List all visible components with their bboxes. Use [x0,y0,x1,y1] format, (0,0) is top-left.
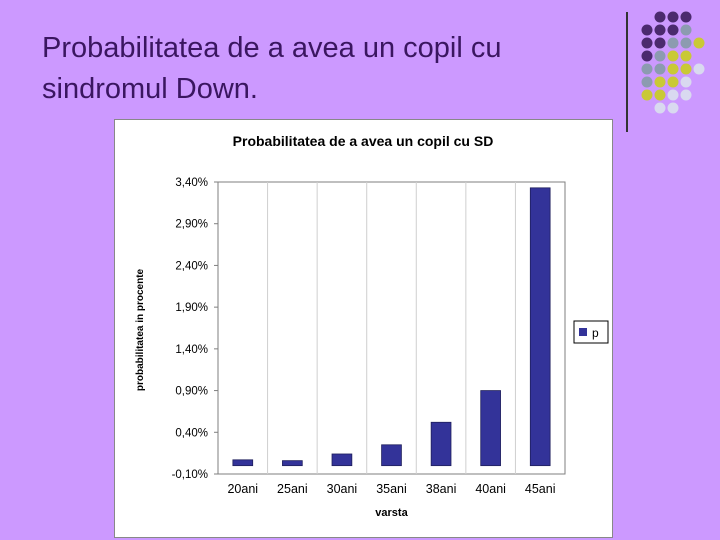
decorative-dot [667,24,679,36]
decorative-dot [641,50,653,62]
y-tick-label: 1,90% [175,302,208,314]
legend-box [573,320,609,344]
legend-swatch [579,328,587,336]
decorative-dot [680,37,692,49]
decorative-dot [667,76,679,88]
decorative-dot [693,63,705,75]
x-tick-label: 38ani [426,482,457,496]
slide-title: Probabilitatea de a avea un copil cu sin… [42,28,612,110]
y-tick-label: 2,90% [175,219,208,231]
y-tick-label: 2,40% [175,260,208,272]
decorative-dot [654,11,666,23]
decorative-dot [641,24,653,36]
plot-area [217,181,566,475]
decorative-dot [654,89,666,101]
decorative-dot [667,63,679,75]
y-tick-label: 0,90% [175,386,208,398]
y-tick-label: -0,10% [172,469,208,481]
chart-panel: Probabilitatea de a avea un copil cu SD -… [114,119,613,538]
bar [232,459,254,467]
bar-chart: Probabilitatea de a avea un copil cu SD -… [135,133,609,519]
decorative-dot [667,11,679,23]
decorative-vertical-rule [626,12,628,132]
decorative-dot [667,102,679,114]
bar [282,460,303,467]
bar [529,187,551,467]
decorative-dot [641,37,653,49]
x-tick-label: 20ani [227,482,258,496]
decorative-dot [654,50,666,62]
decorative-dot [641,63,653,75]
decorative-dot [680,24,692,36]
bar [331,453,353,467]
decorative-dot [667,37,679,49]
decorative-dot [680,63,692,75]
decorative-dot [667,89,679,101]
decorative-dot [654,37,666,49]
x-tick-label: 45ani [525,482,556,496]
decorative-dot [693,37,705,49]
x-axis-label: varsta [375,507,408,519]
legend-label: p [592,326,599,340]
decorative-dot [680,89,692,101]
slide-title-line-1: Probabilitatea de a avea un copil cu [42,32,502,64]
y-tick-label: 0,40% [175,427,208,439]
y-axis-label: probabilitatea in procente [135,268,146,391]
slide-title-line-2: sindromul Down. [42,73,258,105]
decorative-dot [654,102,666,114]
decorative-dot [654,24,666,36]
x-tick-label: 30ani [327,482,358,496]
decorative-dot [641,76,653,88]
y-tick-label: 3,40% [175,177,208,189]
decorative-dot [680,76,692,88]
decorative-dot [654,63,666,75]
legend: p [573,320,609,344]
chart-title: Probabilitatea de a avea un copil cu SD [233,133,494,149]
bar [480,390,501,467]
decorative-dot [654,76,666,88]
decorative-dot [680,50,692,62]
decorative-dot [680,11,692,23]
y-tick-label: 1,40% [175,344,208,356]
x-tick-label: 25ani [277,482,308,496]
x-tick-label: 35ani [376,482,407,496]
decorative-dot [667,50,679,62]
bar [381,444,402,467]
bar [430,421,452,467]
x-tick-label: 40ani [475,482,506,496]
decorative-dot [641,89,653,101]
